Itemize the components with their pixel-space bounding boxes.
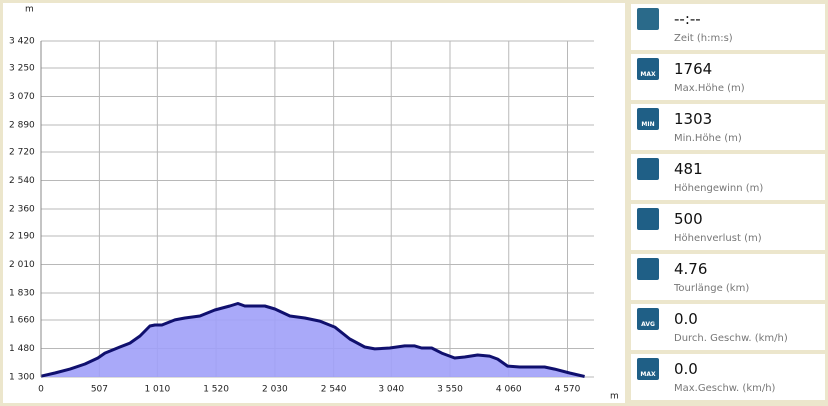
- stat-value: 4.76: [674, 260, 708, 278]
- x-tick-label: 1 520: [203, 385, 229, 395]
- stat-icon: [637, 208, 659, 230]
- x-tick-label: 2 540: [321, 385, 347, 395]
- stat-label: Zeit (h:m:s): [674, 33, 733, 44]
- stat-value: 1303: [674, 110, 713, 128]
- y-tick-label: 2 890: [9, 121, 35, 131]
- x-tick-label: 0: [38, 385, 44, 395]
- x-tick-label: 507: [91, 385, 108, 395]
- stat-icon: [637, 8, 659, 30]
- stat-label: Max.Geschw. (km/h): [674, 383, 776, 394]
- stat-value: 0.0: [674, 310, 698, 328]
- stat-label: Min.Höhe (m): [674, 133, 742, 144]
- x-tick-label: 3 550: [437, 385, 463, 395]
- area-fill: [41, 303, 585, 377]
- y-tick-label: 1 480: [9, 344, 35, 354]
- stats-panel: --:-- Zeit (h:m:s) MAX 1764 Max.Höhe (m) MIN 1…: [631, 4, 825, 404]
- stat-row: MAX 0.0 Max.Geschw. (km/h): [631, 354, 825, 400]
- stat-icon: MAX: [637, 358, 659, 380]
- y-tick-label: 2 360: [9, 205, 35, 215]
- x-tick-label: 4 570: [555, 385, 581, 395]
- stat-label: Höhengewinn (m): [674, 183, 764, 194]
- stat-value: 481: [674, 160, 703, 178]
- y-tick-label: 1 660: [9, 315, 35, 325]
- stat-label: Höhenverlust (m): [674, 233, 762, 244]
- y-tick-label: 2 720: [9, 147, 35, 157]
- stat-value: 0.0: [674, 360, 698, 378]
- x-unit: m: [610, 392, 619, 402]
- y-tick-label: 3 250: [9, 63, 35, 73]
- stat-icon: [637, 158, 659, 180]
- stat-value: --:--: [674, 10, 701, 28]
- x-tick-label: 3 040: [378, 385, 404, 395]
- x-tick-label: 4 060: [496, 385, 522, 395]
- y-tick-label: 2 010: [9, 260, 35, 270]
- stat-row: --:-- Zeit (h:m:s): [631, 4, 825, 50]
- stat-icon: [637, 258, 659, 280]
- stat-icon: MAX: [637, 58, 659, 80]
- elevation-chart: m m 1 300 1 480 1 660 1 830 2 010 2 190 2 360 2…: [3, 3, 625, 403]
- y-tick-label: 3 420: [9, 37, 35, 47]
- x-tick-label: 1 010: [144, 385, 170, 395]
- x-tick-label: 2 030: [262, 385, 288, 395]
- stat-label: Tourlänge (km): [674, 283, 750, 294]
- y-tick-label: 1 830: [9, 289, 35, 299]
- y-tick-label: 3 070: [9, 92, 35, 102]
- stat-row: AVG 0.0 Durch. Geschw. (km/h): [631, 304, 825, 350]
- stat-row: MAX 1764 Max.Höhe (m): [631, 54, 825, 100]
- stat-label: Max.Höhe (m): [674, 83, 745, 94]
- stat-value: 1764: [674, 60, 713, 78]
- y-tick-label: 2 190: [9, 231, 35, 241]
- stat-row: 4.76 Tourlänge (km): [631, 254, 825, 300]
- stat-icon: AVG: [637, 308, 659, 330]
- stat-label: Durch. Geschw. (km/h): [674, 333, 788, 344]
- area-line: [40, 302, 585, 378]
- stat-row: MIN 1303 Min.Höhe (m): [631, 104, 825, 150]
- y-unit: m: [25, 5, 34, 15]
- y-tick-label: 1 300: [9, 373, 35, 383]
- y-tick-label: 2 540: [9, 176, 35, 186]
- stat-row: 481 Höhengewinn (m): [631, 154, 825, 200]
- stat-value: 500: [674, 210, 703, 228]
- stat-icon: MIN: [637, 108, 659, 130]
- stat-row: 500 Höhenverlust (m): [631, 204, 825, 250]
